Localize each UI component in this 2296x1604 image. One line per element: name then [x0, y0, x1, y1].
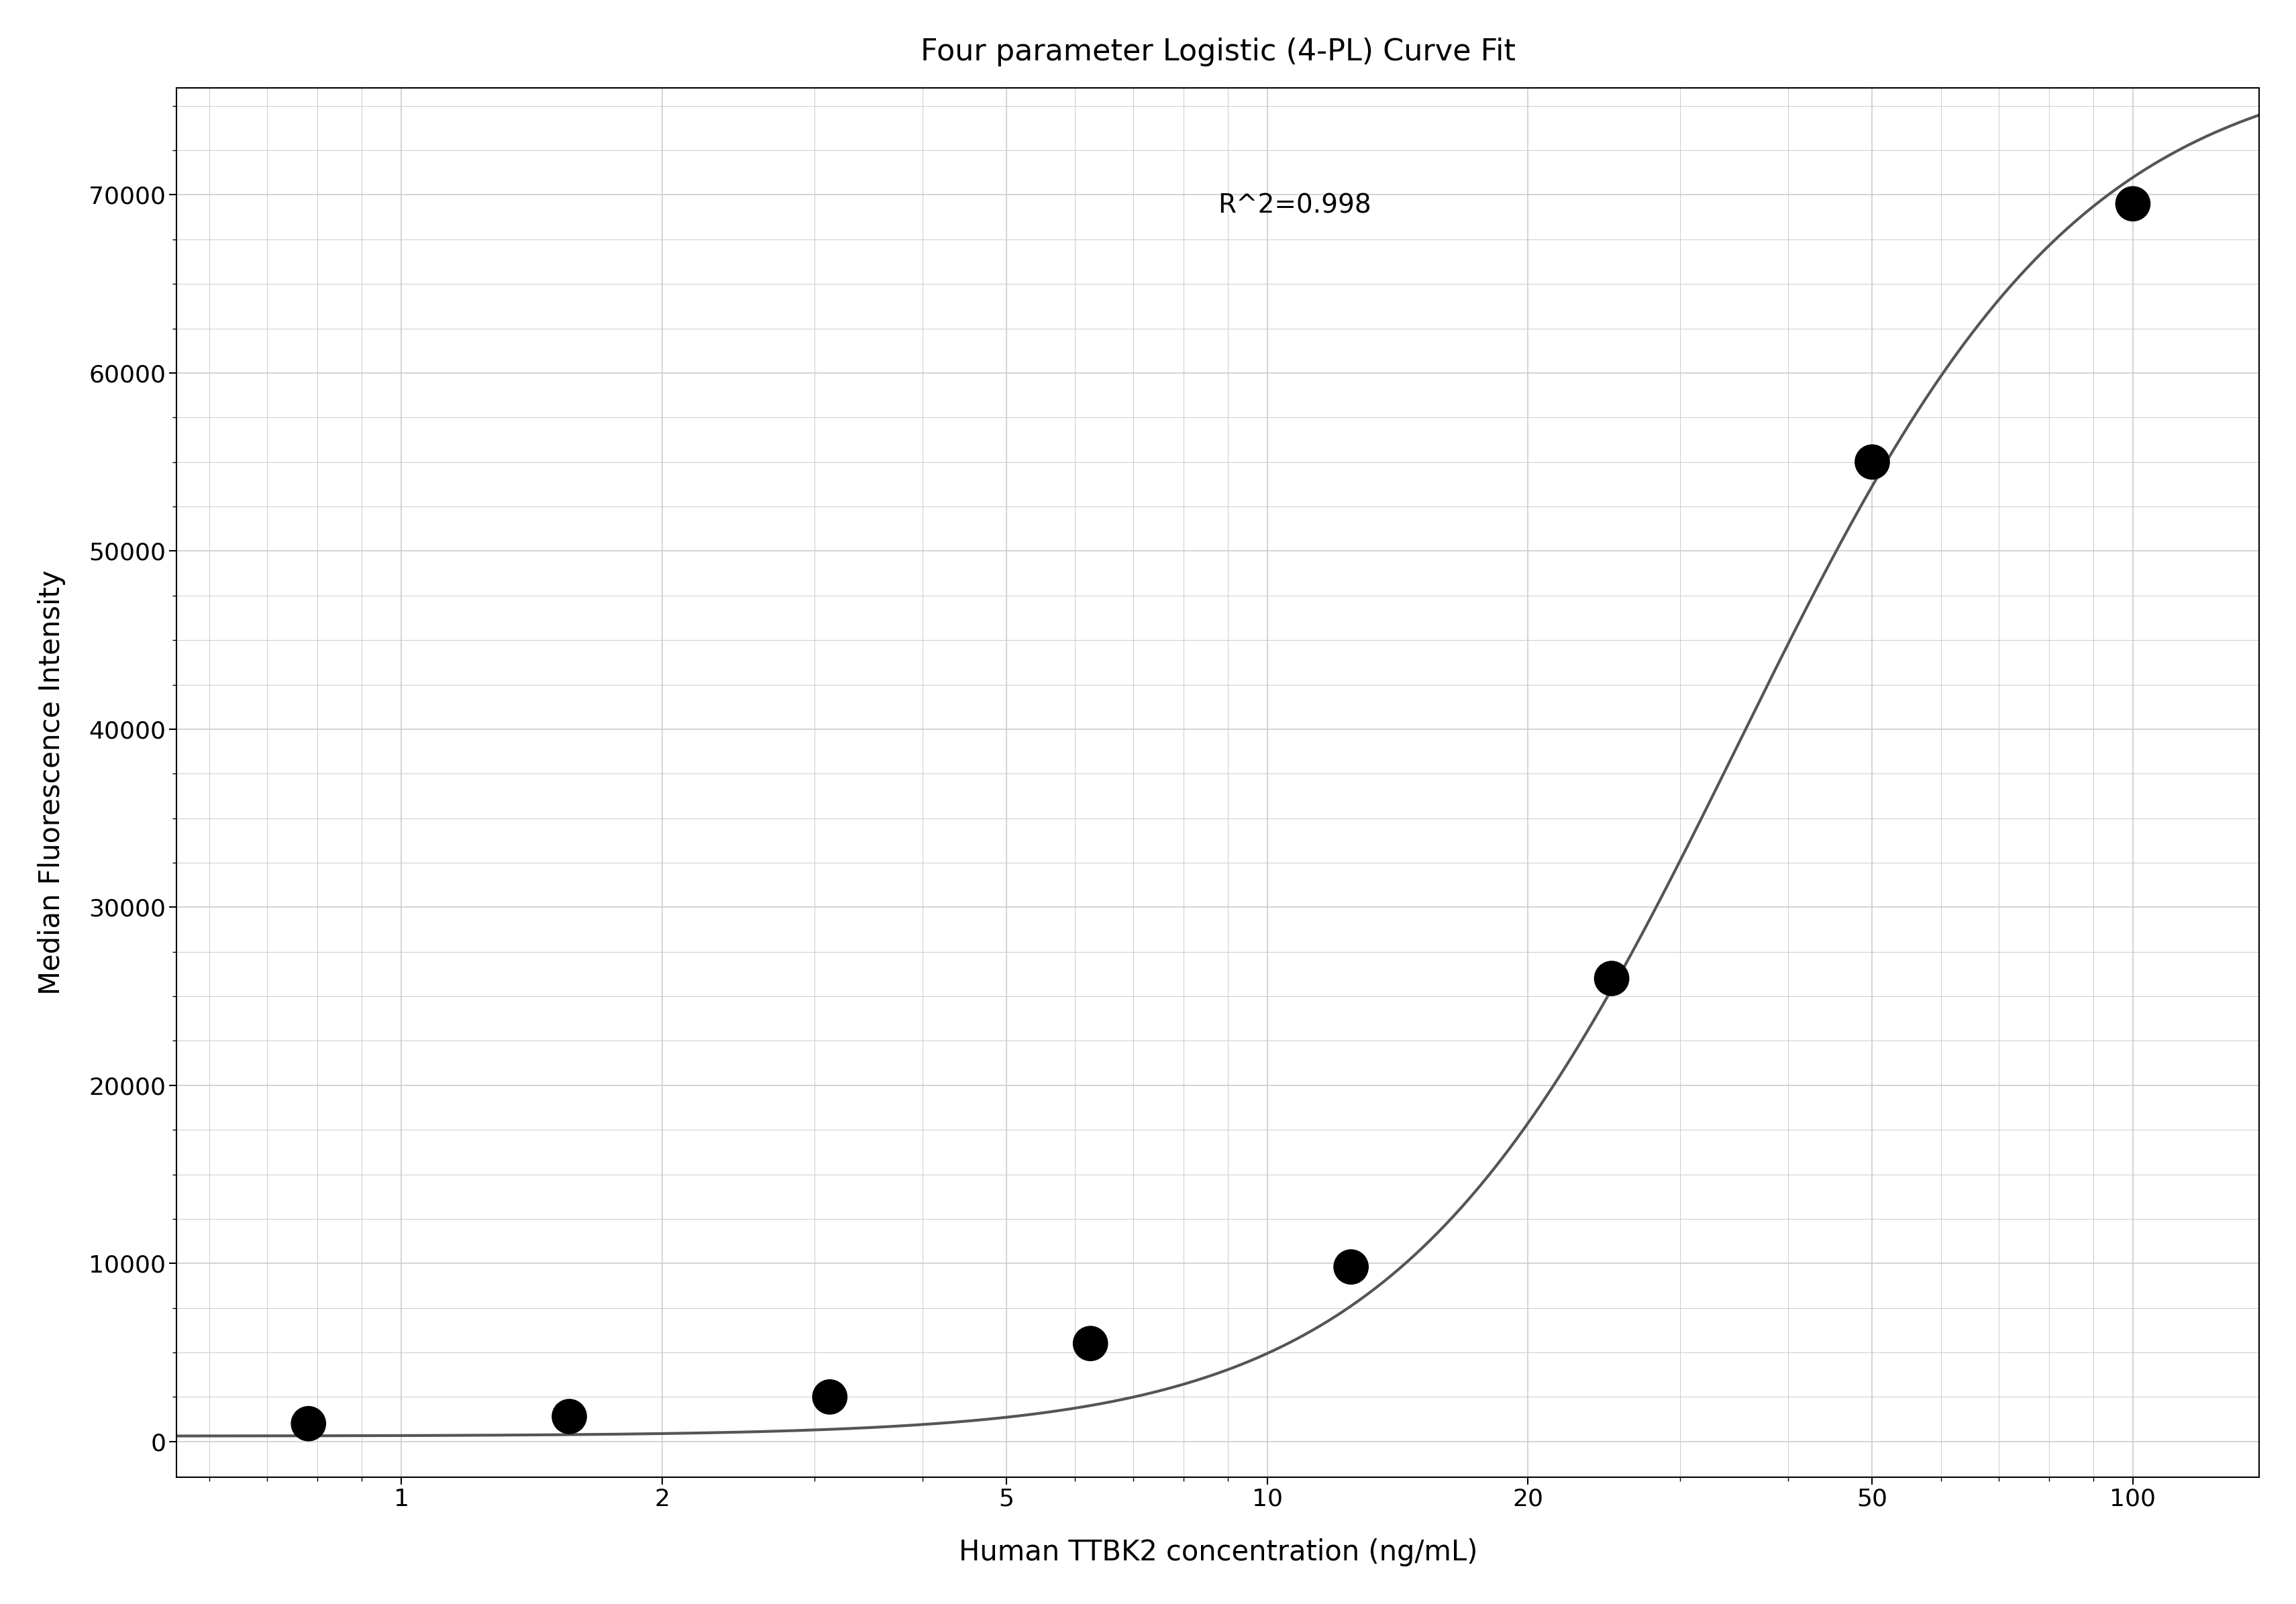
Title: Four parameter Logistic (4-PL) Curve Fit: Four parameter Logistic (4-PL) Curve Fit [921, 37, 1515, 66]
X-axis label: Human TTBK2 concentration (ng/mL): Human TTBK2 concentration (ng/mL) [957, 1538, 1476, 1567]
Point [551, 1404, 588, 1429]
Point [1072, 1331, 1109, 1357]
Point [1593, 966, 1630, 991]
Point [2115, 191, 2151, 217]
Point [1332, 1254, 1368, 1280]
Point [1853, 449, 1890, 475]
Text: R^2=0.998: R^2=0.998 [1217, 192, 1371, 218]
Y-axis label: Median Fluorescence Intensity: Median Fluorescence Intensity [37, 569, 67, 994]
Point [810, 1384, 847, 1410]
Point [289, 1412, 326, 1437]
